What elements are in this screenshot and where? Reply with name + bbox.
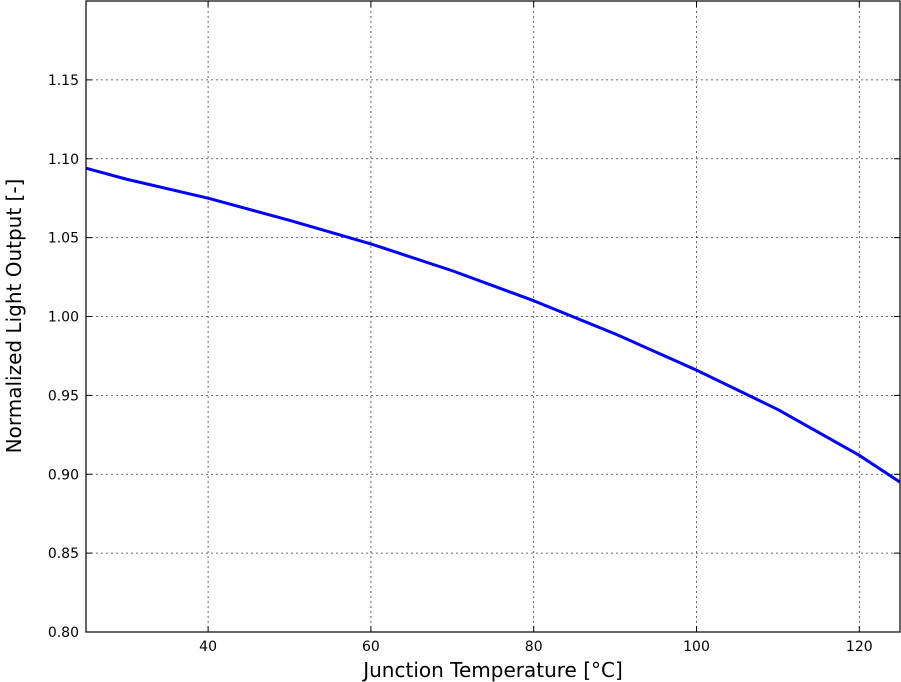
x-axis-label: Junction Temperature [°C] [361, 658, 623, 682]
y-tick-label: 0.80 [48, 625, 79, 641]
y-tick-label: 0.85 [48, 546, 79, 562]
y-tick-label: 1.10 [48, 152, 79, 168]
tick-labels: 40 60 80 100 120 0.80 0.85 0.90 0.95 1.00 1.05 1.10… [48, 73, 873, 655]
x-tick-label: 100 [683, 639, 710, 655]
x-tick-label: 40 [199, 639, 217, 655]
grid [86, 1, 900, 632]
ticks [86, 1, 900, 633]
x-tick-label: 120 [846, 639, 873, 655]
y-tick-label: 0.90 [48, 467, 79, 483]
x-tick-label: 80 [525, 639, 543, 655]
y-tick-label: 0.95 [48, 388, 79, 404]
x-tick-label: 60 [362, 639, 380, 655]
y-tick-label: 1.05 [48, 231, 79, 247]
plot-frame [85, 0, 901, 633]
y-axis-label: Normalized Light Output [-] [2, 179, 26, 454]
y-tick-label: 1.15 [48, 73, 79, 89]
series-line [85, 166, 901, 484]
series-layer [85, 166, 901, 484]
y-tick-label: 1.00 [48, 310, 79, 326]
